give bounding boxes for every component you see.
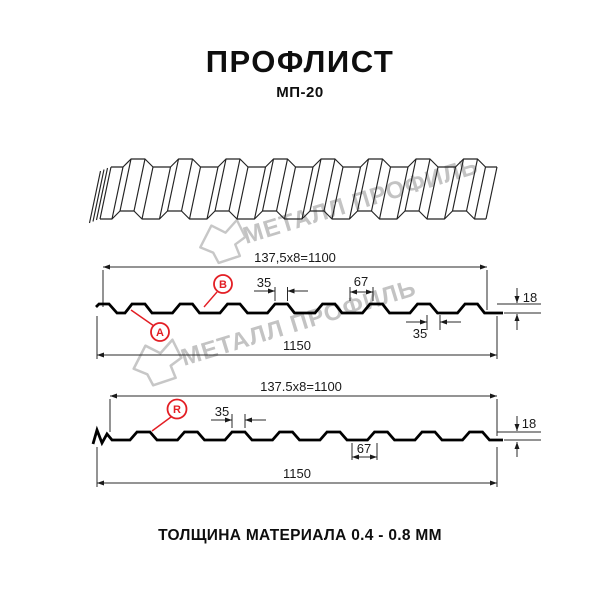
callout-side-b: B — [203, 274, 233, 308]
dim-formula-bottom-label: 137.5x8=1100 — [260, 379, 342, 394]
dim-trough-width-bottom-label: 67 — [357, 441, 371, 456]
dim-crest-width-bottom: 35 — [211, 404, 266, 428]
callout-letter-a: A — [156, 327, 164, 339]
brand-watermark-text: МЕТАЛЛ ПРОФИЛЬ — [178, 274, 420, 371]
profile-section-top: 137,5x8=1100 35 67 18 — [95, 250, 541, 359]
callout-letter-b: B — [219, 279, 227, 291]
dim-formula-bottom: 137.5x8=1100 — [109, 379, 498, 436]
dim-overall-width-bottom: 1150 — [96, 447, 498, 487]
callout-side-a: A — [130, 309, 170, 342]
callout-circle-r — [166, 398, 188, 420]
dim-crest-width-top-label: 35 — [257, 275, 271, 290]
profile-outline-top — [95, 302, 503, 315]
material-thickness-note: ТОЛЩИНА МАТЕРИАЛА 0.4 - 0.8 ММ — [158, 527, 442, 544]
dim-height-top: 18 — [497, 288, 541, 330]
dim-formula-top: 137,5x8=1100 — [102, 250, 488, 310]
dim-crest-width-bottom-label: 35 — [215, 404, 229, 419]
dim-overall-width-bottom-label: 1150 — [283, 466, 311, 481]
callout-circle-b — [213, 274, 233, 294]
dim-trough-width-top-label: 67 — [354, 274, 368, 289]
dim-formula-top-label: 137,5x8=1100 — [254, 250, 336, 265]
dim-overall-width-top: 1150 — [96, 316, 498, 359]
dim-crest-width-top: 35 — [254, 275, 308, 301]
dim-trough-width-top: 67 — [349, 274, 374, 301]
brand-logo-icon — [129, 337, 186, 389]
profile-model-name: МП-20 — [276, 84, 324, 101]
callout-letter-r: R — [173, 404, 181, 416]
page-title: ПРОФЛИСТ — [205, 44, 395, 79]
sheet-3d-view — [88, 158, 498, 224]
callout-side-r: R — [151, 398, 188, 432]
dim-height-top-label: 18 — [523, 290, 537, 305]
dim-overall-width-top-label: 1150 — [283, 338, 311, 353]
cut-edge-hatching — [88, 166, 112, 224]
profile-outline-bottom — [91, 425, 503, 447]
dim-bottom-crest-width-top: 35 — [406, 315, 461, 341]
brand-watermark-upper: МЕТАЛЛ ПРОФИЛЬ — [196, 152, 482, 267]
dim-height-bottom-label: 18 — [522, 416, 536, 431]
dim-height-bottom: 18 — [497, 416, 541, 457]
profile-section-bottom: 137.5x8=1100 35 67 18 — [91, 379, 541, 487]
dim-trough-width-bottom: 67 — [351, 441, 378, 460]
dim-bottom-crest-width-top-label: 35 — [413, 326, 427, 341]
callout-circle-a — [150, 322, 170, 342]
